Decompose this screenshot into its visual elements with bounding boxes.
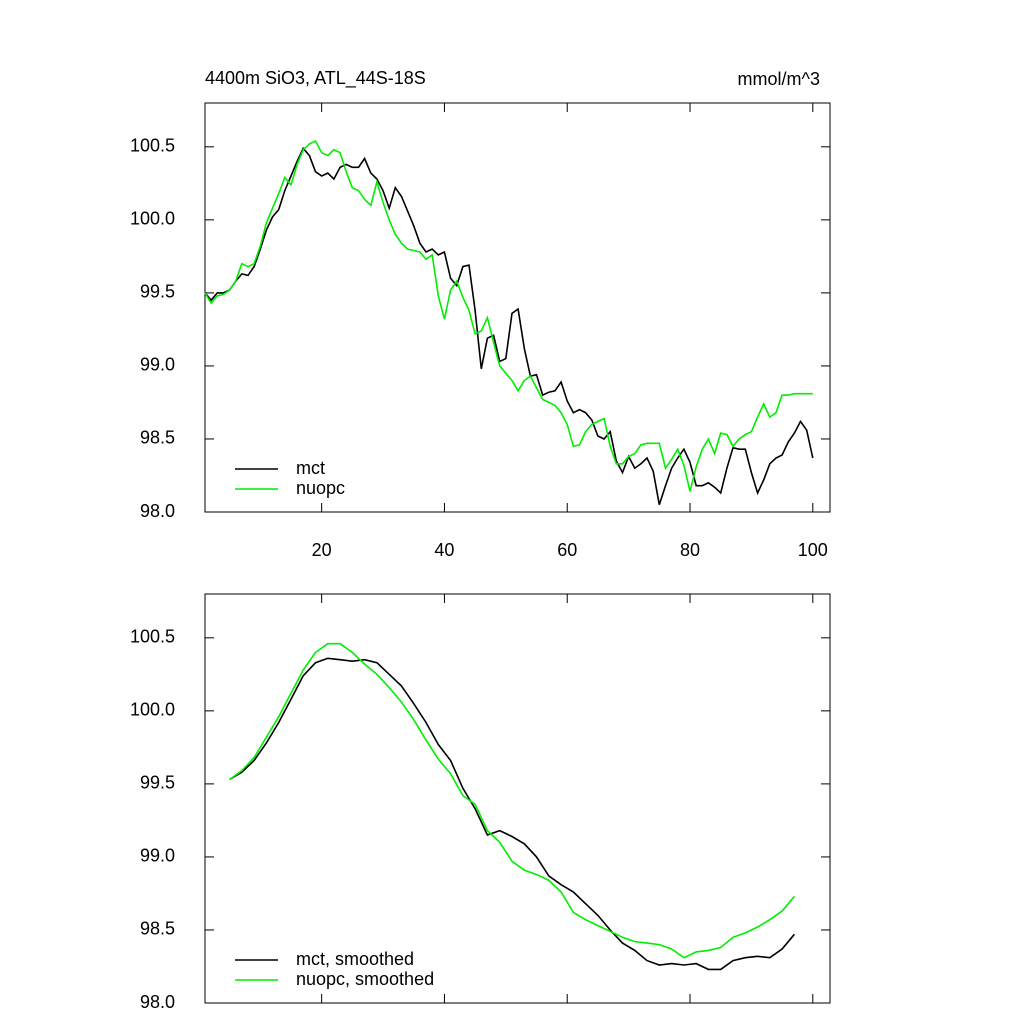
data-line: [204, 139, 813, 492]
x-tick-label: 100: [798, 540, 828, 560]
y-tick-label: 99.5: [140, 773, 175, 793]
data-line: [204, 146, 814, 505]
chart-title: 4400m SiO3, ATL_44S-18S: [205, 68, 426, 89]
x-tick-label: 20: [312, 540, 332, 560]
y-tick-label: 98.0: [140, 501, 175, 521]
legend-label: mct, smoothed: [296, 949, 414, 969]
legend-label: nuopc: [296, 478, 345, 498]
y-tick-label: 100.5: [130, 627, 175, 647]
units-label: mmol/m^3: [738, 69, 820, 89]
legend-label: mct: [296, 458, 325, 478]
y-tick-label: 98.5: [140, 428, 175, 448]
x-tick-label: 60: [557, 540, 577, 560]
plot-frame: [204, 102, 831, 513]
y-tick-label: 100.5: [130, 136, 175, 156]
legend-label: nuopc, smoothed: [296, 969, 434, 989]
y-tick-label: 99.0: [140, 355, 175, 375]
y-tick-label: 99.0: [140, 846, 175, 866]
y-tick-label: 100.0: [130, 209, 175, 229]
x-tick-label: 80: [680, 540, 700, 560]
plot-frame: [204, 593, 831, 1004]
x-tick-label: 40: [434, 540, 454, 560]
y-tick-label: 98.5: [140, 919, 175, 939]
y-tick-label: 98.0: [140, 992, 175, 1012]
data-line: [229, 657, 796, 971]
data-line: [229, 642, 796, 959]
y-tick-label: 99.5: [140, 282, 175, 302]
y-tick-label: 100.0: [130, 700, 175, 720]
